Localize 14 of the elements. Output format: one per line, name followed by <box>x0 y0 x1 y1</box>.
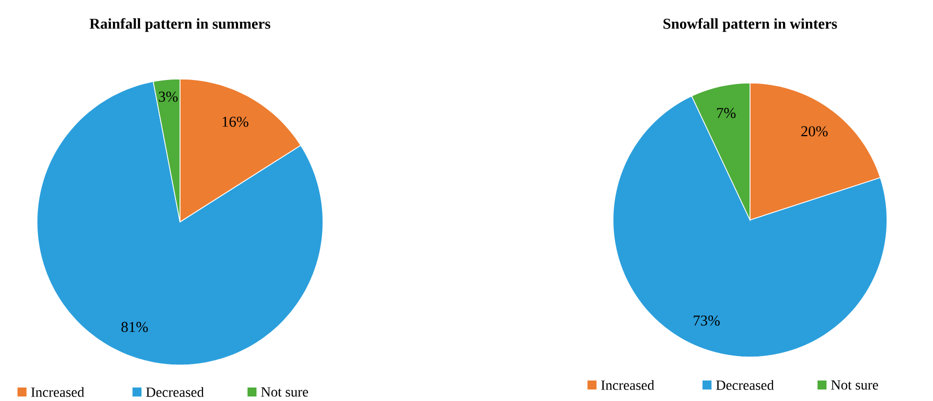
chart-title: Snowfall pattern in winters <box>664 18 837 32</box>
legend-label: Decreased <box>716 380 774 390</box>
legend-label: Not sure <box>831 380 878 390</box>
legend-label: Decreased <box>146 387 204 397</box>
data-label: 81% <box>121 322 148 332</box>
data-label: 73% <box>694 316 720 326</box>
data-label: 3% <box>158 92 178 102</box>
data-label: 7% <box>717 108 736 118</box>
legend-label: Not sure <box>261 387 308 397</box>
legend-label: Increased <box>601 380 654 390</box>
chart-title: Rainfall pattern in summers <box>90 18 270 32</box>
legend-label: Increased <box>31 387 84 397</box>
data-label: 16% <box>222 116 248 127</box>
data-label: 20% <box>801 126 828 136</box>
